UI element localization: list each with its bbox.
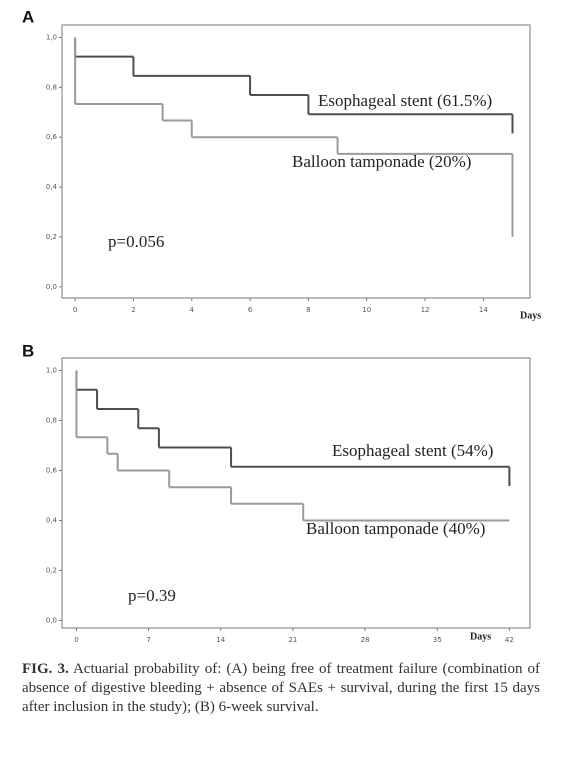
y-tick-label: 1,0	[46, 33, 57, 41]
y-tick-label: 0,4	[46, 517, 58, 525]
y-tick-label: 0,0	[46, 617, 57, 625]
x-axis-label: Days	[520, 310, 541, 321]
x-tick-label: 10	[362, 306, 371, 314]
annotation: p=0.39	[128, 586, 176, 605]
y-tick-label: 1,0	[46, 367, 57, 375]
y-tick-label: 0,0	[46, 283, 57, 291]
y-tick-label: 0,8	[46, 83, 57, 91]
x-tick-label: 8	[306, 306, 310, 314]
plot-frame	[61, 357, 531, 629]
series-label: Esophageal stent (61.5%)	[318, 91, 492, 110]
caption-text: Actuarial probability of: (A) being free…	[22, 661, 540, 715]
x-tick-label: 4	[190, 306, 195, 314]
x-tick-label: 42	[505, 636, 514, 644]
x-tick-label: 12	[421, 306, 430, 314]
y-tick-label: 0,2	[46, 233, 57, 241]
panel-label: A	[22, 7, 34, 26]
x-tick-label: 28	[361, 636, 370, 644]
x-axis-label: Days	[470, 631, 491, 642]
caption-label: FIG. 3.	[22, 661, 69, 677]
series-label: Esophageal stent (54%)	[332, 441, 493, 460]
annotation: p=0.056	[108, 232, 164, 251]
caption: FIG. 3. Actuarial probability of: (A) be…	[22, 660, 540, 717]
x-tick-label: 14	[479, 306, 488, 314]
x-tick-label: 2	[131, 306, 135, 314]
x-tick-label: 21	[288, 636, 297, 644]
y-tick-label: 0,6	[46, 467, 58, 475]
y-tick-label: 0,6	[46, 133, 58, 141]
x-tick-label: 14	[216, 636, 225, 644]
x-tick-label: 6	[248, 306, 253, 314]
x-tick-label: 35	[433, 636, 442, 644]
series-label: Balloon tamponade (40%)	[306, 519, 485, 538]
panel-label: B	[22, 341, 34, 360]
x-tick-label: 0	[74, 636, 78, 644]
x-tick-label: 0	[73, 306, 77, 314]
plot-frame	[61, 24, 531, 299]
x-tick-label: 7	[146, 636, 150, 644]
series-label: Balloon tamponade (20%)	[292, 152, 471, 171]
figure: A 0,0 0,2 0,4 0,6 0,8 1,0 0 2 4 6 8 10 12 14 Days p=0.05…	[22, 7, 541, 644]
y-tick-label: 0,8	[46, 417, 57, 425]
y-tick-label: 0,2	[46, 567, 57, 575]
y-tick-label: 0,4	[46, 183, 58, 191]
